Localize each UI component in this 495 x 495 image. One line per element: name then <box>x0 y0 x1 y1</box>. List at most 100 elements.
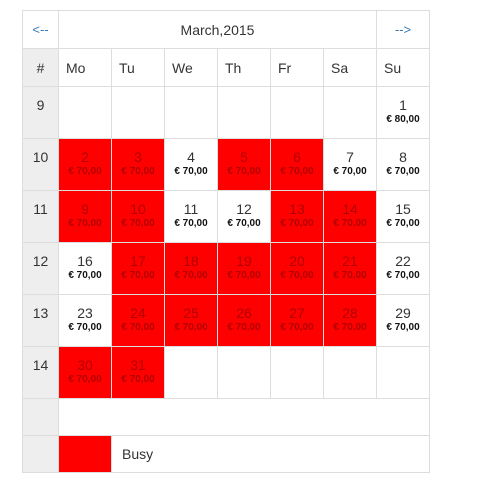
weekday-header-we: We <box>164 48 218 87</box>
day-cell-busy[interactable]: 9 € 70,00 <box>58 190 112 243</box>
day-price: € 70,00 <box>227 322 261 333</box>
day-cell-busy[interactable]: 24 € 70,00 <box>111 294 165 347</box>
day-number: 7 <box>346 149 354 165</box>
empty-day-cell <box>164 86 218 139</box>
day-number: 16 <box>77 253 93 269</box>
day-cell-available[interactable]: 4 € 70,00 <box>164 138 218 191</box>
day-number: 10 <box>130 201 146 217</box>
day-cell-busy[interactable]: 3 € 70,00 <box>111 138 165 191</box>
day-number: 5 <box>240 149 248 165</box>
day-number: 8 <box>399 149 407 165</box>
day-cell-available[interactable]: 1 € 80,00 <box>376 86 430 139</box>
day-price: € 70,00 <box>227 166 261 177</box>
day-number: 31 <box>130 357 146 373</box>
day-price: € 70,00 <box>174 218 208 229</box>
day-price: € 70,00 <box>227 270 261 281</box>
day-price: € 70,00 <box>174 322 208 333</box>
day-cell-busy[interactable]: 20 € 70,00 <box>270 242 324 295</box>
day-cell-busy[interactable]: 10 € 70,00 <box>111 190 165 243</box>
availability-calendar: <-- March,2015 --> # Mo Tu We Th Fr Sa S… <box>22 10 430 473</box>
next-month-button[interactable]: --> <box>376 10 430 49</box>
week-number: 13 <box>22 294 59 347</box>
day-number: 1 <box>399 97 407 113</box>
day-cell-busy[interactable]: 27 € 70,00 <box>270 294 324 347</box>
day-number: 21 <box>342 253 358 269</box>
empty-day-cell <box>217 86 271 139</box>
day-cell-busy[interactable]: 18 € 70,00 <box>164 242 218 295</box>
day-price: € 70,00 <box>121 166 155 177</box>
day-cell-busy[interactable]: 6 € 70,00 <box>270 138 324 191</box>
day-cell-busy[interactable]: 14 € 70,00 <box>323 190 377 243</box>
day-price: € 80,00 <box>386 114 420 125</box>
week-row: 14 30 € 70,00 31 € 70,00 <box>22 346 430 399</box>
day-number: 4 <box>187 149 195 165</box>
empty-day-cell <box>164 346 218 399</box>
day-price: € 70,00 <box>386 270 420 281</box>
weekday-header-mo: Mo <box>58 48 112 87</box>
legend-week-cell <box>22 435 59 473</box>
day-price: € 70,00 <box>280 166 314 177</box>
day-cell-busy[interactable]: 30 € 70,00 <box>58 346 112 399</box>
weekday-header-su: Su <box>376 48 430 87</box>
weekday-header-sa: Sa <box>323 48 377 87</box>
day-cell-busy[interactable]: 31 € 70,00 <box>111 346 165 399</box>
day-number: 18 <box>183 253 199 269</box>
week-number: 10 <box>22 138 59 191</box>
day-cell-busy[interactable]: 19 € 70,00 <box>217 242 271 295</box>
week-number: 14 <box>22 346 59 399</box>
day-price: € 70,00 <box>386 166 420 177</box>
day-cell-available[interactable]: 7 € 70,00 <box>323 138 377 191</box>
day-price: € 70,00 <box>68 322 102 333</box>
weekday-header-fr: Fr <box>270 48 324 87</box>
day-cell-busy[interactable]: 21 € 70,00 <box>323 242 377 295</box>
day-number: 20 <box>289 253 305 269</box>
day-number: 12 <box>236 201 252 217</box>
empty-day-cell <box>270 346 324 399</box>
day-cell-busy[interactable]: 17 € 70,00 <box>111 242 165 295</box>
day-number: 15 <box>395 201 411 217</box>
day-price: € 70,00 <box>68 270 102 281</box>
day-number: 9 <box>81 201 89 217</box>
week-row: 10 2 € 70,00 3 € 70,00 4 € 70,00 5 € 70,00 6 € 70,… <box>22 138 430 191</box>
weekday-header-th: Th <box>217 48 271 87</box>
day-price: € 70,00 <box>68 218 102 229</box>
day-price: € 70,00 <box>333 322 367 333</box>
day-cell-busy[interactable]: 13 € 70,00 <box>270 190 324 243</box>
day-cell-busy[interactable]: 2 € 70,00 <box>58 138 112 191</box>
day-cell-busy[interactable]: 25 € 70,00 <box>164 294 218 347</box>
calendar-nav-row: <-- March,2015 --> <box>22 10 430 49</box>
day-number: 2 <box>81 149 89 165</box>
day-cell-busy[interactable]: 28 € 70,00 <box>323 294 377 347</box>
week-number: 9 <box>22 86 59 139</box>
empty-day-cell <box>323 346 377 399</box>
day-number: 24 <box>130 305 146 321</box>
day-cell-available[interactable]: 29 € 70,00 <box>376 294 430 347</box>
day-cell-available[interactable]: 8 € 70,00 <box>376 138 430 191</box>
month-title: March,2015 <box>58 10 377 49</box>
day-cell-available[interactable]: 12 € 70,00 <box>217 190 271 243</box>
legend-busy-swatch <box>58 435 112 473</box>
day-price: € 70,00 <box>386 218 420 229</box>
day-cell-available[interactable]: 22 € 70,00 <box>376 242 430 295</box>
day-cell-available[interactable]: 11 € 70,00 <box>164 190 218 243</box>
week-row: 13 23 € 70,00 24 € 70,00 25 € 70,00 26 € 70,00 27… <box>22 294 430 347</box>
empty-day-cell <box>376 346 430 399</box>
day-cell-busy[interactable]: 26 € 70,00 <box>217 294 271 347</box>
day-cell-busy[interactable]: 5 € 70,00 <box>217 138 271 191</box>
day-number: 26 <box>236 305 252 321</box>
day-price: € 70,00 <box>227 218 261 229</box>
day-number: 23 <box>77 305 93 321</box>
day-number: 30 <box>77 357 93 373</box>
spacer-week-cell <box>22 398 59 436</box>
day-cell-available[interactable]: 15 € 70,00 <box>376 190 430 243</box>
week-number-header: # <box>22 48 59 87</box>
day-cell-available[interactable]: 23 € 70,00 <box>58 294 112 347</box>
day-number: 13 <box>289 201 305 217</box>
day-price: € 70,00 <box>333 218 367 229</box>
day-price: € 70,00 <box>333 270 367 281</box>
day-price: € 70,00 <box>121 270 155 281</box>
empty-day-cell <box>323 86 377 139</box>
day-price: € 70,00 <box>280 218 314 229</box>
prev-month-button[interactable]: <-- <box>22 10 59 49</box>
day-cell-available[interactable]: 16 € 70,00 <box>58 242 112 295</box>
